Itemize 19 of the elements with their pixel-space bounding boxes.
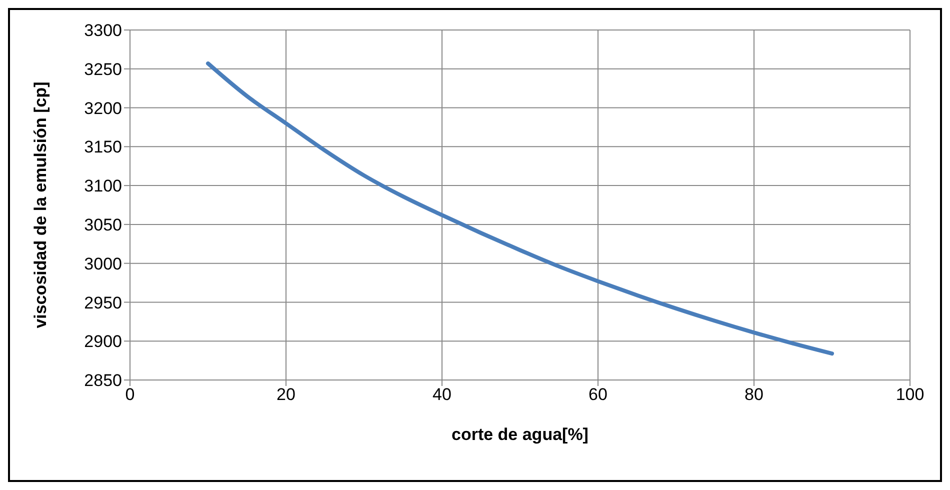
x-tick-label: 0 <box>125 385 135 404</box>
x-tick-label: 20 <box>276 385 296 404</box>
y-tick-label: 3250 <box>84 60 122 79</box>
y-tick-label: 3150 <box>84 138 122 157</box>
y-tick-label: 3300 <box>84 21 122 40</box>
y-tick-label: 2950 <box>84 293 122 312</box>
y-tick-label: 3100 <box>84 176 122 196</box>
line-series <box>206 61 834 356</box>
y-tick-label: 2850 <box>84 371 122 390</box>
y-tick-label: 3200 <box>84 98 122 118</box>
y-tick-label: 2900 <box>84 332 122 352</box>
x-tick-label: 40 <box>432 385 452 404</box>
x-axis-title: corte de agua[%] <box>452 425 588 444</box>
x-tick-label: 60 <box>588 385 608 404</box>
x-tick-label: 100 <box>896 385 924 404</box>
x-tick-label: 80 <box>744 385 764 404</box>
y-tick-label: 3000 <box>84 254 122 274</box>
y-tick-label: 3050 <box>84 215 122 234</box>
y-axis-title: viscosidad de la emulsión [cp] <box>31 82 50 328</box>
